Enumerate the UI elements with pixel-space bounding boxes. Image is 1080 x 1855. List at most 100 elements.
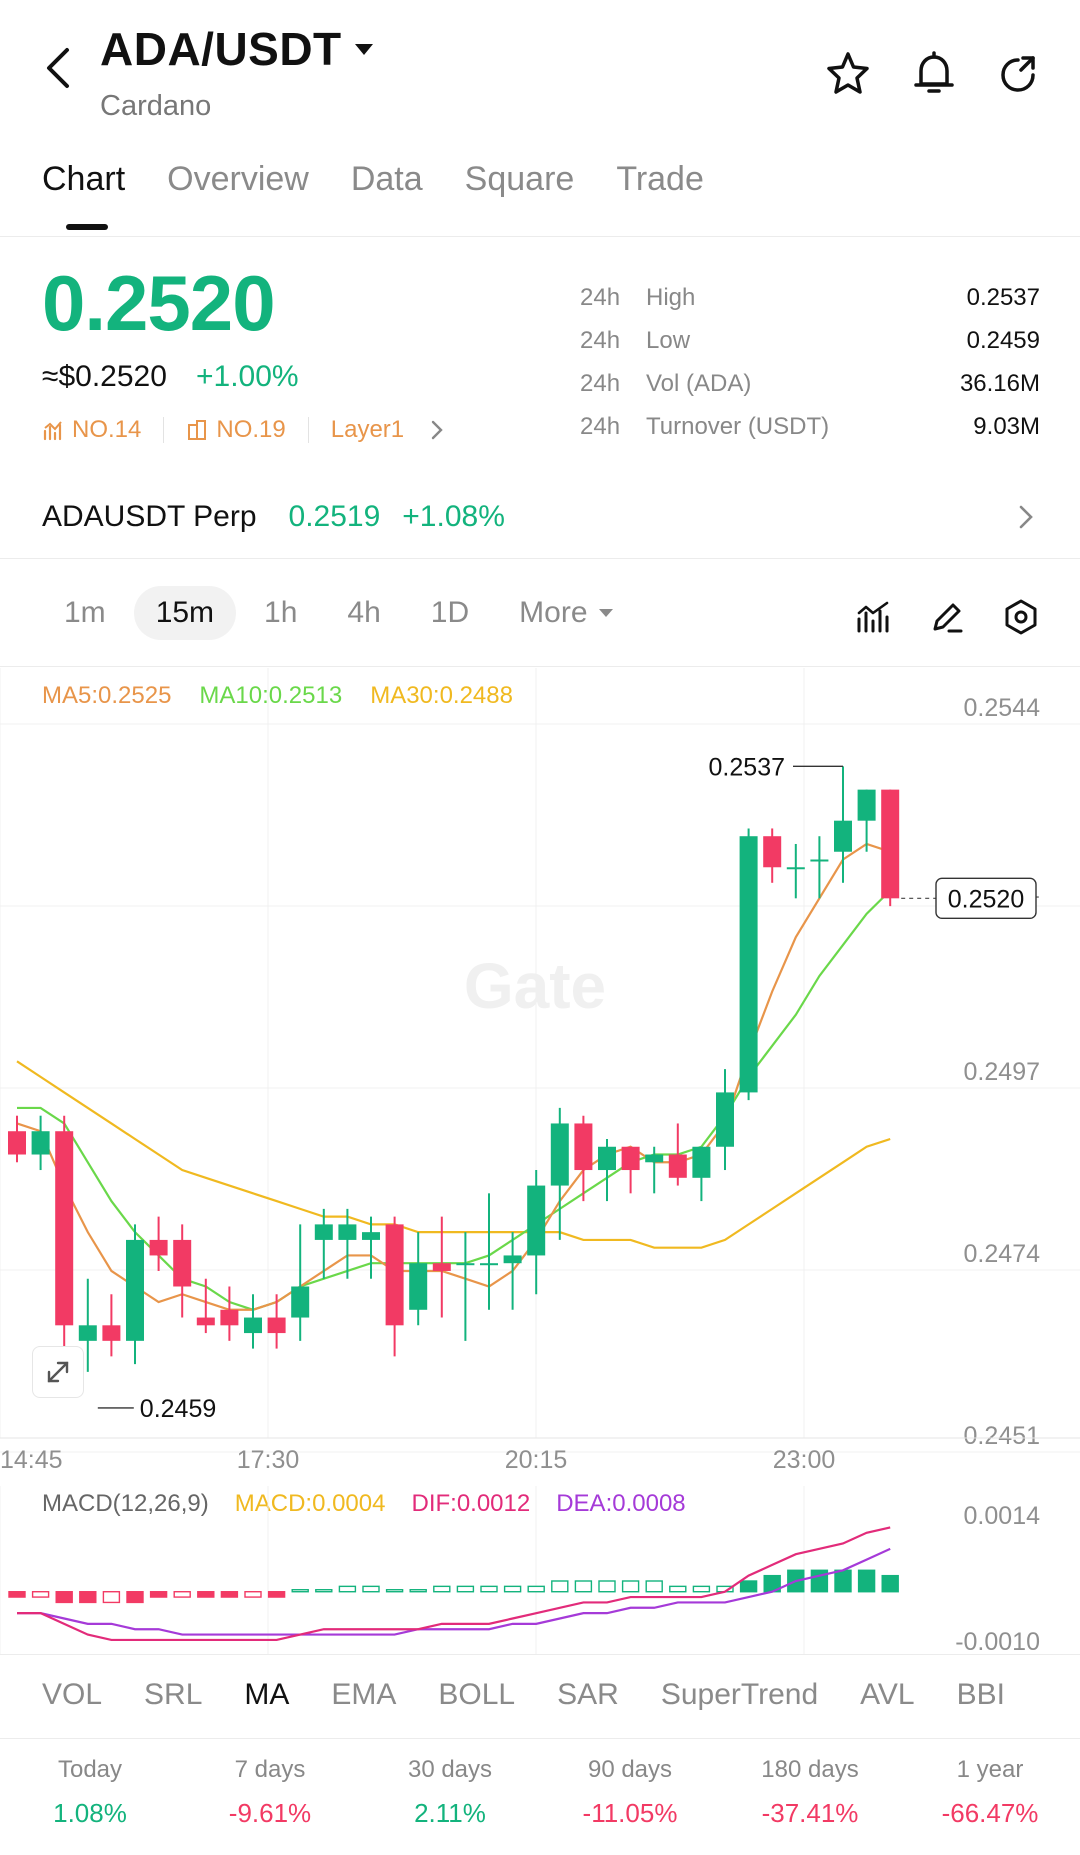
interval-1m[interactable]: 1m: [64, 596, 106, 629]
category-badge[interactable]: Layer1: [331, 416, 444, 444]
indicator-bbi[interactable]: BBI: [956, 1678, 1005, 1711]
candle-body: [598, 1146, 616, 1171]
macd-histogram-bar: [315, 1589, 333, 1593]
candle-body: [834, 820, 852, 852]
interval-4h[interactable]: 4h: [347, 596, 381, 629]
indicator-supertrend[interactable]: SuperTrend: [660, 1678, 819, 1711]
perp-row[interactable]: ADAUSDT Perp 0.2519 +1.08%: [0, 476, 1080, 556]
tab-data[interactable]: Data: [350, 160, 423, 198]
rank-badge-marketcap[interactable]: NO.14: [42, 416, 141, 444]
interval-1d[interactable]: 1D: [430, 596, 470, 629]
pair-title[interactable]: ADA/USDT: [100, 22, 374, 76]
candle-body: [763, 836, 782, 868]
stat-turnover: 24h Turnover (USDT) 9.03M: [580, 405, 1040, 448]
candle-body: [362, 1232, 380, 1240]
perp-name: ADAUSDT Perp: [42, 500, 257, 533]
perf-today: Today 1.08%: [0, 1756, 180, 1829]
indicator-button[interactable]: [848, 592, 898, 642]
candle-body: [385, 1224, 404, 1326]
alert-button[interactable]: [906, 46, 962, 102]
ma-legend: MA5:0.2525 MA10:0.2513 MA30:0.2488: [42, 682, 513, 710]
back-button[interactable]: [38, 44, 78, 92]
tab-overview[interactable]: Overview: [167, 160, 309, 198]
price-change: +1.00%: [196, 360, 299, 393]
rank-badge-exchange[interactable]: NO.19: [186, 416, 286, 444]
tab-square[interactable]: Square: [464, 160, 575, 198]
candle-body: [55, 1131, 74, 1326]
perf-value: -9.61%: [228, 1798, 312, 1828]
stat-period: 24h: [580, 283, 621, 311]
candle-body: [527, 1185, 546, 1256]
star-icon: [827, 52, 869, 94]
settings-hexagon-icon: [1005, 599, 1037, 635]
dif-value: DIF:0.0012: [411, 1490, 531, 1517]
perf-value: -37.41%: [761, 1798, 859, 1828]
stat-label: Low: [646, 326, 691, 354]
macd-histogram-bar: [834, 1569, 852, 1593]
tabs-divider: [0, 236, 1080, 237]
macd-histogram-bar: [338, 1585, 357, 1593]
macd-histogram-bar: [31, 1591, 50, 1598]
stat-volume: 24h Vol (ADA) 36.16M: [580, 362, 1040, 405]
tab-trade[interactable]: Trade: [616, 160, 704, 198]
macd-histogram-bar: [503, 1585, 522, 1593]
macd-histogram-bar: [527, 1585, 545, 1593]
candle-body: [456, 1263, 475, 1266]
tab-chart[interactable]: Chart: [42, 160, 126, 230]
chart-settings-button[interactable]: [996, 592, 1046, 642]
ma5-value: MA5:0.2525: [42, 682, 172, 709]
indicator-boll[interactable]: BOLL: [438, 1678, 516, 1711]
macd-histogram-bar: [149, 1591, 168, 1598]
indicator-sar[interactable]: SAR: [557, 1678, 619, 1711]
macd-y-tick-label: -0.0010: [955, 1628, 1040, 1656]
candle-body: [692, 1146, 711, 1178]
perf-label: 1 year: [956, 1756, 1024, 1783]
share-button[interactable]: [990, 46, 1046, 102]
candle-body: [881, 789, 900, 899]
rank-marketcap-label: NO.14: [72, 416, 142, 443]
candle-body: [739, 836, 758, 1093]
indicator-ma[interactable]: MA: [244, 1678, 290, 1711]
indicator-srl[interactable]: SRL: [144, 1678, 203, 1711]
indicator-ema[interactable]: EMA: [331, 1678, 397, 1711]
ma10-value: MA10:0.2513: [199, 682, 343, 709]
chevron-right-icon: [431, 420, 443, 440]
candle-body: [173, 1239, 192, 1287]
perp-change: +1.08%: [402, 500, 505, 533]
candle-body: [409, 1263, 428, 1310]
y-axis-tick-label: 0.2451: [964, 1422, 1040, 1450]
indicator-avl[interactable]: AVL: [860, 1678, 915, 1711]
macd-histogram-bar: [551, 1580, 569, 1593]
performance-row: Today 1.08% 7 days -9.61% 30 days 2.11% 90 …: [0, 1756, 1080, 1829]
draw-button[interactable]: [922, 592, 972, 642]
stat-label: Vol (ADA): [646, 369, 752, 397]
expand-chart-button[interactable]: [32, 1346, 84, 1398]
macd-params: MACD(12,26,9): [42, 1490, 209, 1517]
macd-chart[interactable]: 0.0014 -0.0010: [0, 1486, 1080, 1656]
last-price-box: [935, 877, 1037, 920]
interval-more[interactable]: More: [497, 586, 635, 640]
perf-label: 90 days: [587, 1756, 673, 1783]
badge-divider: [307, 417, 309, 443]
interval-more-label: More: [519, 596, 588, 629]
interval-1h[interactable]: 1h: [264, 596, 298, 629]
indicator-vol[interactable]: VOL: [42, 1678, 103, 1711]
perf-1y: 1 year -66.47%: [900, 1756, 1080, 1829]
perp-divider: [0, 558, 1080, 559]
stat-low: 24h Low 0.2459: [580, 319, 1040, 362]
main-tabs: Chart Overview Data Square Trade: [42, 160, 746, 230]
x-axis-tick-label: 23:00: [773, 1446, 836, 1474]
candle-body: [244, 1317, 262, 1334]
macd-histogram-bar: [126, 1591, 144, 1604]
candle-body: [149, 1239, 168, 1256]
refresh-share-icon: [1001, 56, 1035, 92]
candlestick-chart[interactable]: 0.25440.25210.24970.24740.2451Gate0.2537…: [0, 668, 1080, 1480]
coin-name: Cardano: [100, 90, 212, 122]
macd-histogram-bar: [362, 1585, 380, 1593]
macd-histogram-bar: [621, 1580, 640, 1593]
perf-value: 1.08%: [53, 1798, 127, 1828]
interval-15m[interactable]: 15m: [133, 586, 237, 640]
macd-histogram-bar: [220, 1591, 239, 1598]
favorite-button[interactable]: [820, 46, 876, 102]
candle-body: [267, 1317, 286, 1334]
